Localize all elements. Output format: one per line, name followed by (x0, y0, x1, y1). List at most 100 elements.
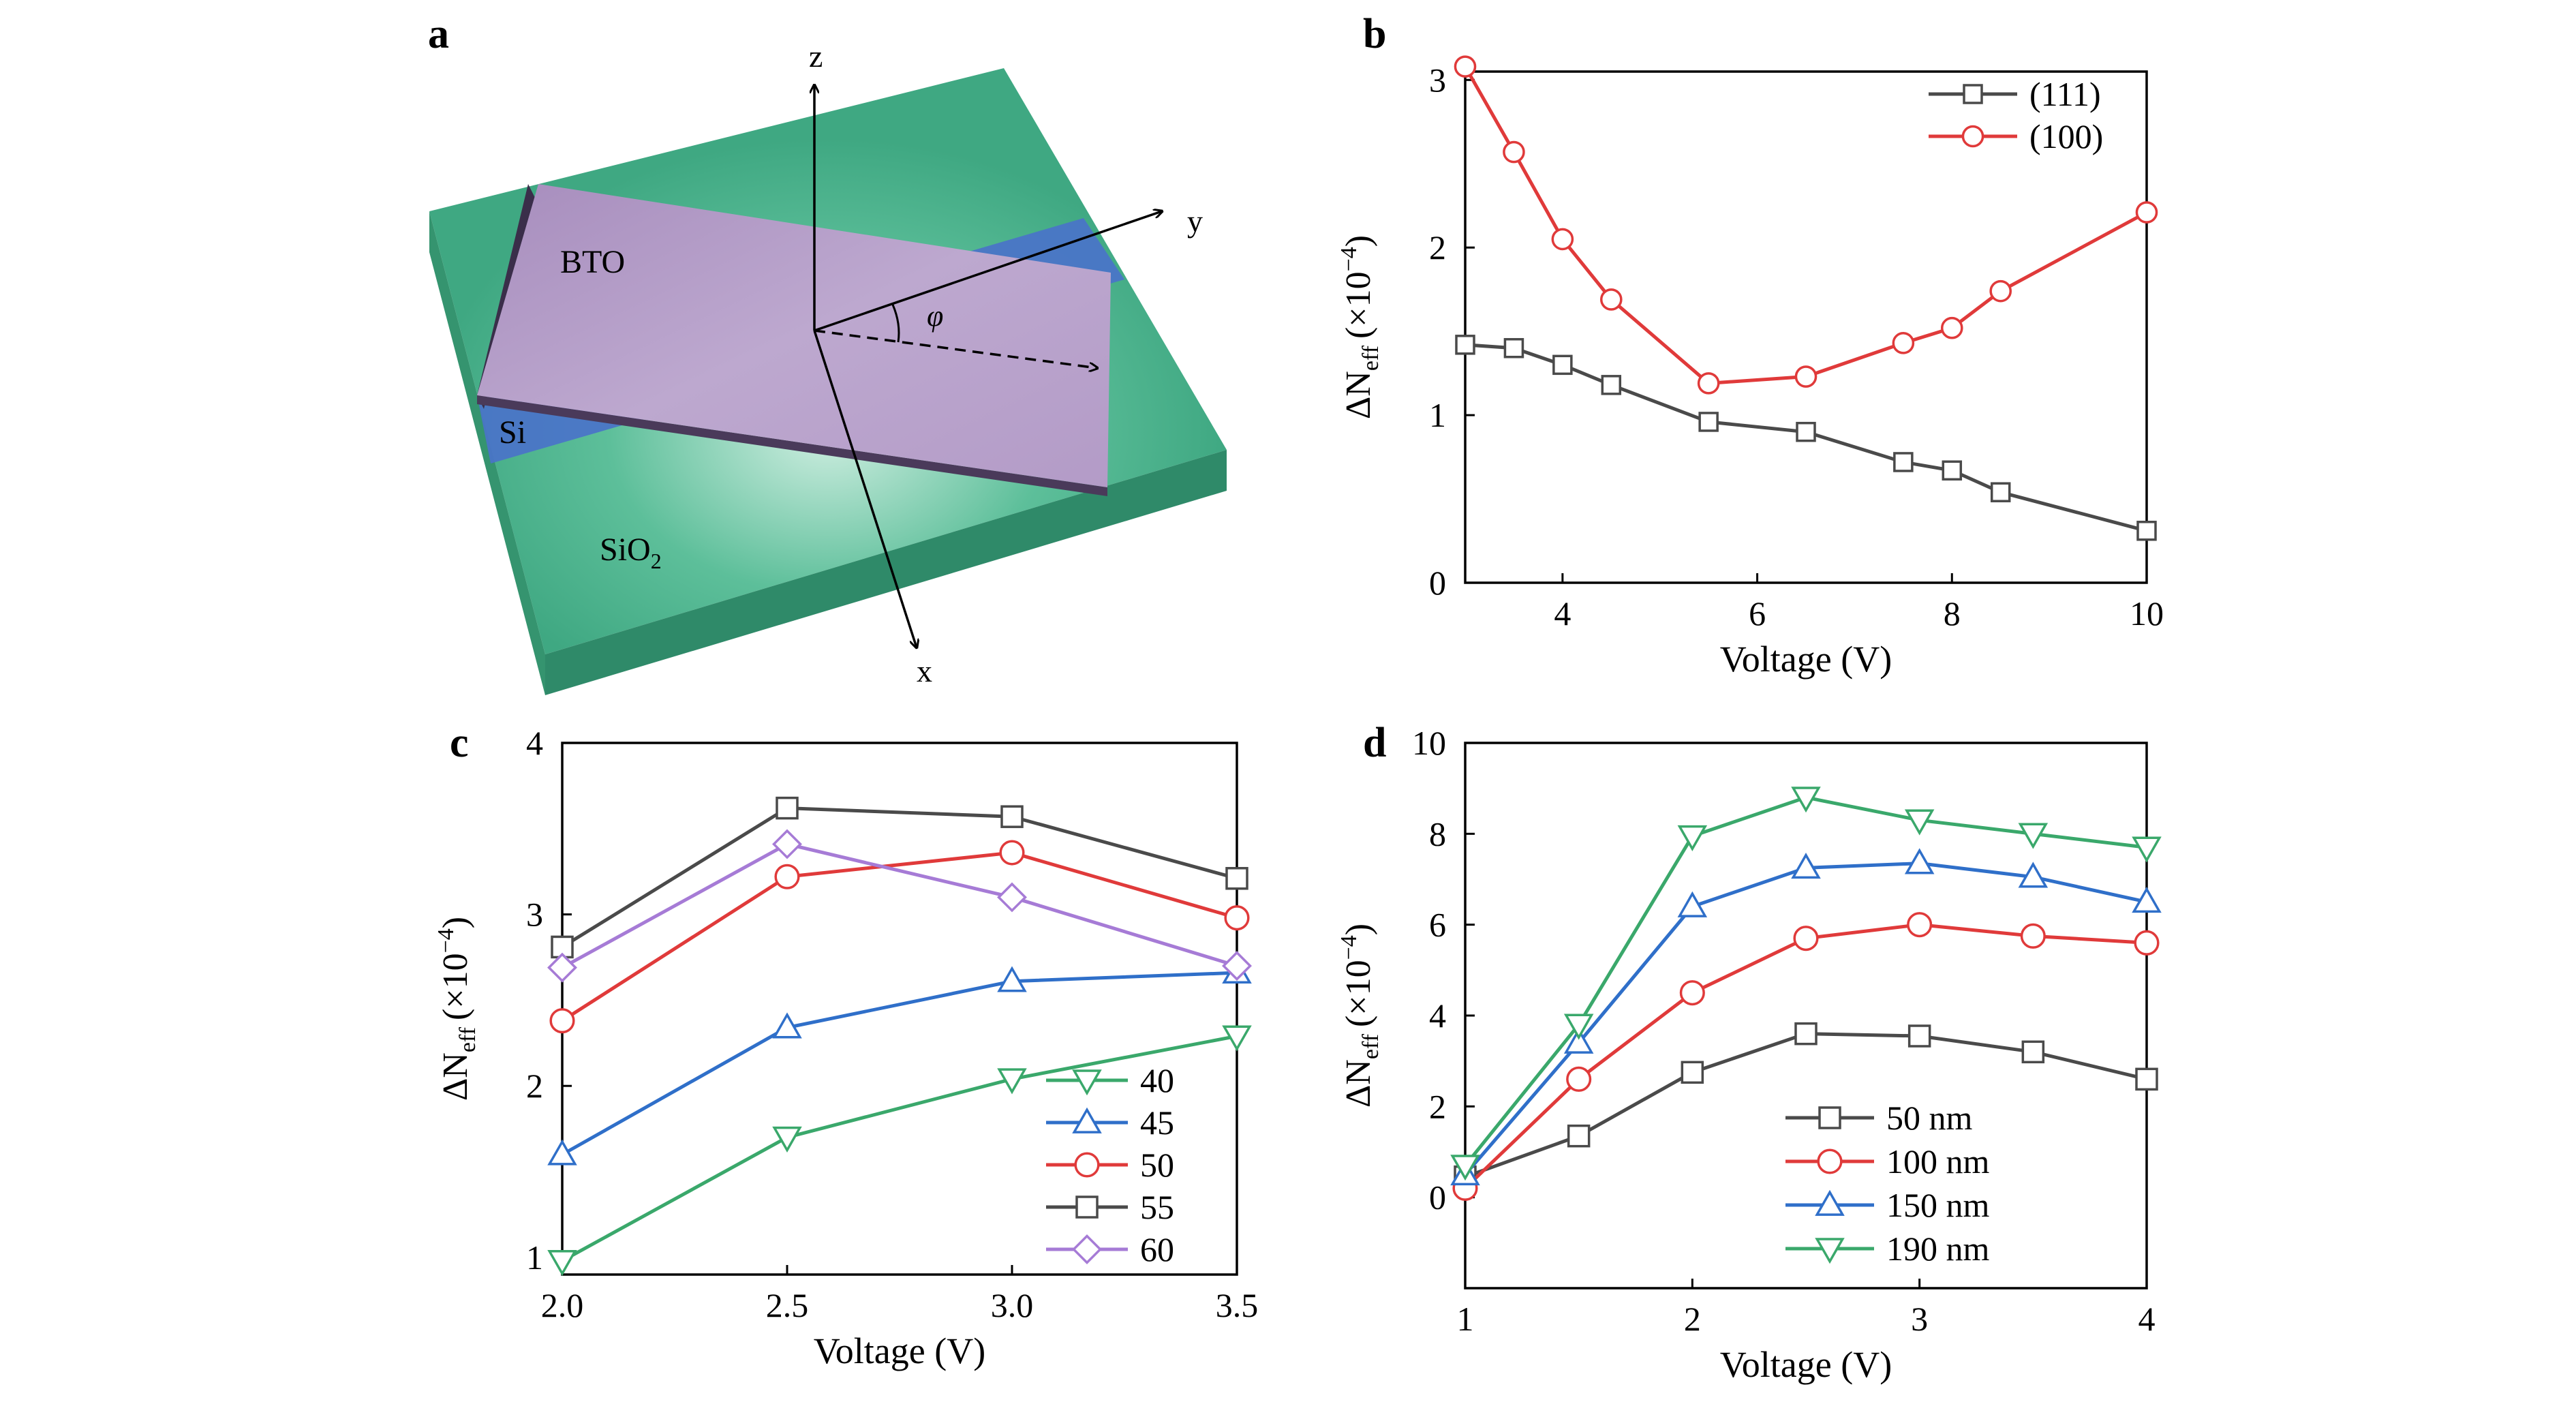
data-point-d-3 (1450, 1155, 1480, 1181)
x-tick-label-b: 10 (2130, 594, 2164, 633)
data-point-d-1 (2134, 930, 2160, 956)
y-axis (814, 211, 1162, 332)
legend-marker-d-0 (1818, 1106, 1841, 1129)
data-point-c-2 (549, 1008, 575, 1034)
legend-label-b-0: (111) (2029, 75, 2101, 113)
bto-label: BTO (560, 244, 625, 280)
legend-label-b-1: (100) (2029, 117, 2103, 155)
series-line-c-3 (561, 806, 1238, 949)
y-tick-label-b: 1 (1429, 396, 1446, 434)
angle-arc (891, 304, 900, 343)
data-point-d-1 (1566, 1066, 1592, 1092)
y-axis-label-c: ΔNeff(×10−4) (433, 917, 480, 1101)
data-point-c-2 (999, 840, 1025, 866)
data-point-d-1 (1793, 926, 1819, 951)
data-point-b-0 (1942, 460, 1963, 481)
legend-marker-d-3 (1815, 1238, 1845, 1264)
x-tick-label-c: 2.0 (541, 1286, 584, 1324)
data-point-b-1 (1697, 372, 1720, 395)
data-point-c-3 (1000, 805, 1024, 828)
data-point-d-0 (1794, 1022, 1818, 1046)
y-axis-label-b: ΔNeff(×10−4) (1336, 235, 1383, 419)
legend-label-c-4: 60 (1140, 1230, 1174, 1268)
y-tick-label-c: 1 (526, 1238, 543, 1277)
legend-marker-b-0 (1963, 84, 1983, 104)
data-point-b-0 (2136, 521, 2157, 541)
legend-label-d-0: 50 nm (1886, 1099, 1973, 1137)
series-line-d-3 (1464, 795, 2147, 1167)
data-point-d-3 (2132, 836, 2162, 863)
panel-label-b: b (1363, 11, 1386, 57)
legend-marker-d-2 (1815, 1189, 1845, 1216)
data-point-b-0 (1552, 354, 1573, 376)
data-point-b-1 (1503, 140, 1525, 164)
panel-label-c: c (450, 720, 469, 766)
data-point-c-4 (547, 952, 577, 983)
legend-marker-c-2 (1074, 1152, 1100, 1178)
y-axis-label-d: ΔNeff(×10−4) (1336, 924, 1383, 1108)
data-point-c-0 (997, 1068, 1027, 1095)
x-tick-label-d: 1 (1457, 1300, 1474, 1338)
data-point-d-1 (2020, 923, 2046, 949)
axis-x-label: x (917, 654, 932, 688)
si-label: Si (499, 414, 526, 451)
legend-marker-b-1 (1961, 125, 1984, 148)
chart-c-container: 2.0 2.5 3.0 3.5 1 2 3 4 Voltage (V) ΔNeff(×10−4) 4… (433, 724, 1258, 1371)
data-point-d-2 (1791, 853, 1821, 879)
bto-film (477, 184, 1111, 487)
x-tick-label-c: 3.5 (1216, 1286, 1259, 1324)
data-point-c-2 (1224, 905, 1250, 931)
series-line-c-1 (561, 971, 1238, 1157)
y-tick-label-b: 2 (1429, 228, 1446, 266)
data-point-c-1 (547, 1139, 577, 1165)
data-point-d-3 (1563, 1014, 1594, 1040)
legend-label-c-2: 50 (1140, 1146, 1174, 1184)
data-point-c-1 (997, 966, 1027, 992)
data-point-d-0 (1567, 1124, 1591, 1148)
sio2-substrate-front (545, 450, 1227, 695)
data-point-b-1 (1892, 332, 1915, 354)
x-tick-label-b: 8 (1944, 594, 1961, 633)
field-direction-arrow (814, 329, 1097, 368)
data-point-b-0 (1503, 337, 1524, 359)
data-point-c-4 (1222, 951, 1252, 981)
series-line-c-2 (561, 851, 1238, 1022)
y-tick-label-d: 2 (1429, 1087, 1446, 1125)
series-line-b-1 (1463, 65, 2148, 385)
y-tick-label-d: 10 (1412, 724, 1446, 762)
legend-marker-c-0 (1072, 1069, 1102, 1096)
legend-label-d-1: 100 nm (1886, 1142, 1990, 1180)
data-point-d-3 (1791, 787, 1821, 813)
x-tick-label-c: 2.5 (766, 1286, 809, 1324)
data-point-c-1 (772, 1012, 802, 1039)
data-point-d-3 (1904, 809, 1935, 836)
legend-label-d-2: 150 nm (1886, 1186, 1990, 1224)
legend-marker-c-3 (1075, 1195, 1099, 1219)
axis-y-label: y (1187, 204, 1203, 239)
x-tick-label-d: 4 (2138, 1300, 2156, 1338)
data-point-d-0 (1907, 1024, 1931, 1048)
panel-label-d: d (1363, 720, 1386, 766)
data-point-c-0 (1222, 1025, 1252, 1052)
x-tick-label-d: 3 (1911, 1300, 1928, 1338)
y-tick-label-d: 6 (1429, 906, 1446, 944)
plot-frame-c (561, 742, 1238, 1276)
data-point-d-0 (2135, 1067, 2158, 1091)
data-point-b-1 (1940, 316, 1963, 339)
y-tick-label-d: 8 (1429, 814, 1446, 853)
data-point-b-1 (2135, 201, 2158, 224)
x-axis (813, 330, 917, 647)
data-point-b-0 (1990, 482, 2011, 502)
y-tick-label-d: 0 (1429, 1178, 1446, 1217)
panel-label-a: a (428, 11, 449, 57)
chart-b-container: 4 6 8 10 0 1 2 3 Voltage (V) ΔNeff(×10−4) (111) (10… (1336, 55, 2164, 680)
data-point-d-2 (2018, 862, 2049, 888)
data-point-b-0 (1698, 412, 1719, 432)
data-point-b-1 (1551, 228, 1574, 251)
data-point-b-1 (1599, 288, 1623, 311)
data-point-d-0 (2021, 1040, 2045, 1064)
sio2-substrate-left (429, 211, 545, 695)
x-tick-label-c: 3.0 (991, 1286, 1034, 1324)
data-point-d-1 (1679, 980, 1705, 1006)
schematic-panel: a z y x φ BTO Si SiO2 (428, 11, 1227, 695)
